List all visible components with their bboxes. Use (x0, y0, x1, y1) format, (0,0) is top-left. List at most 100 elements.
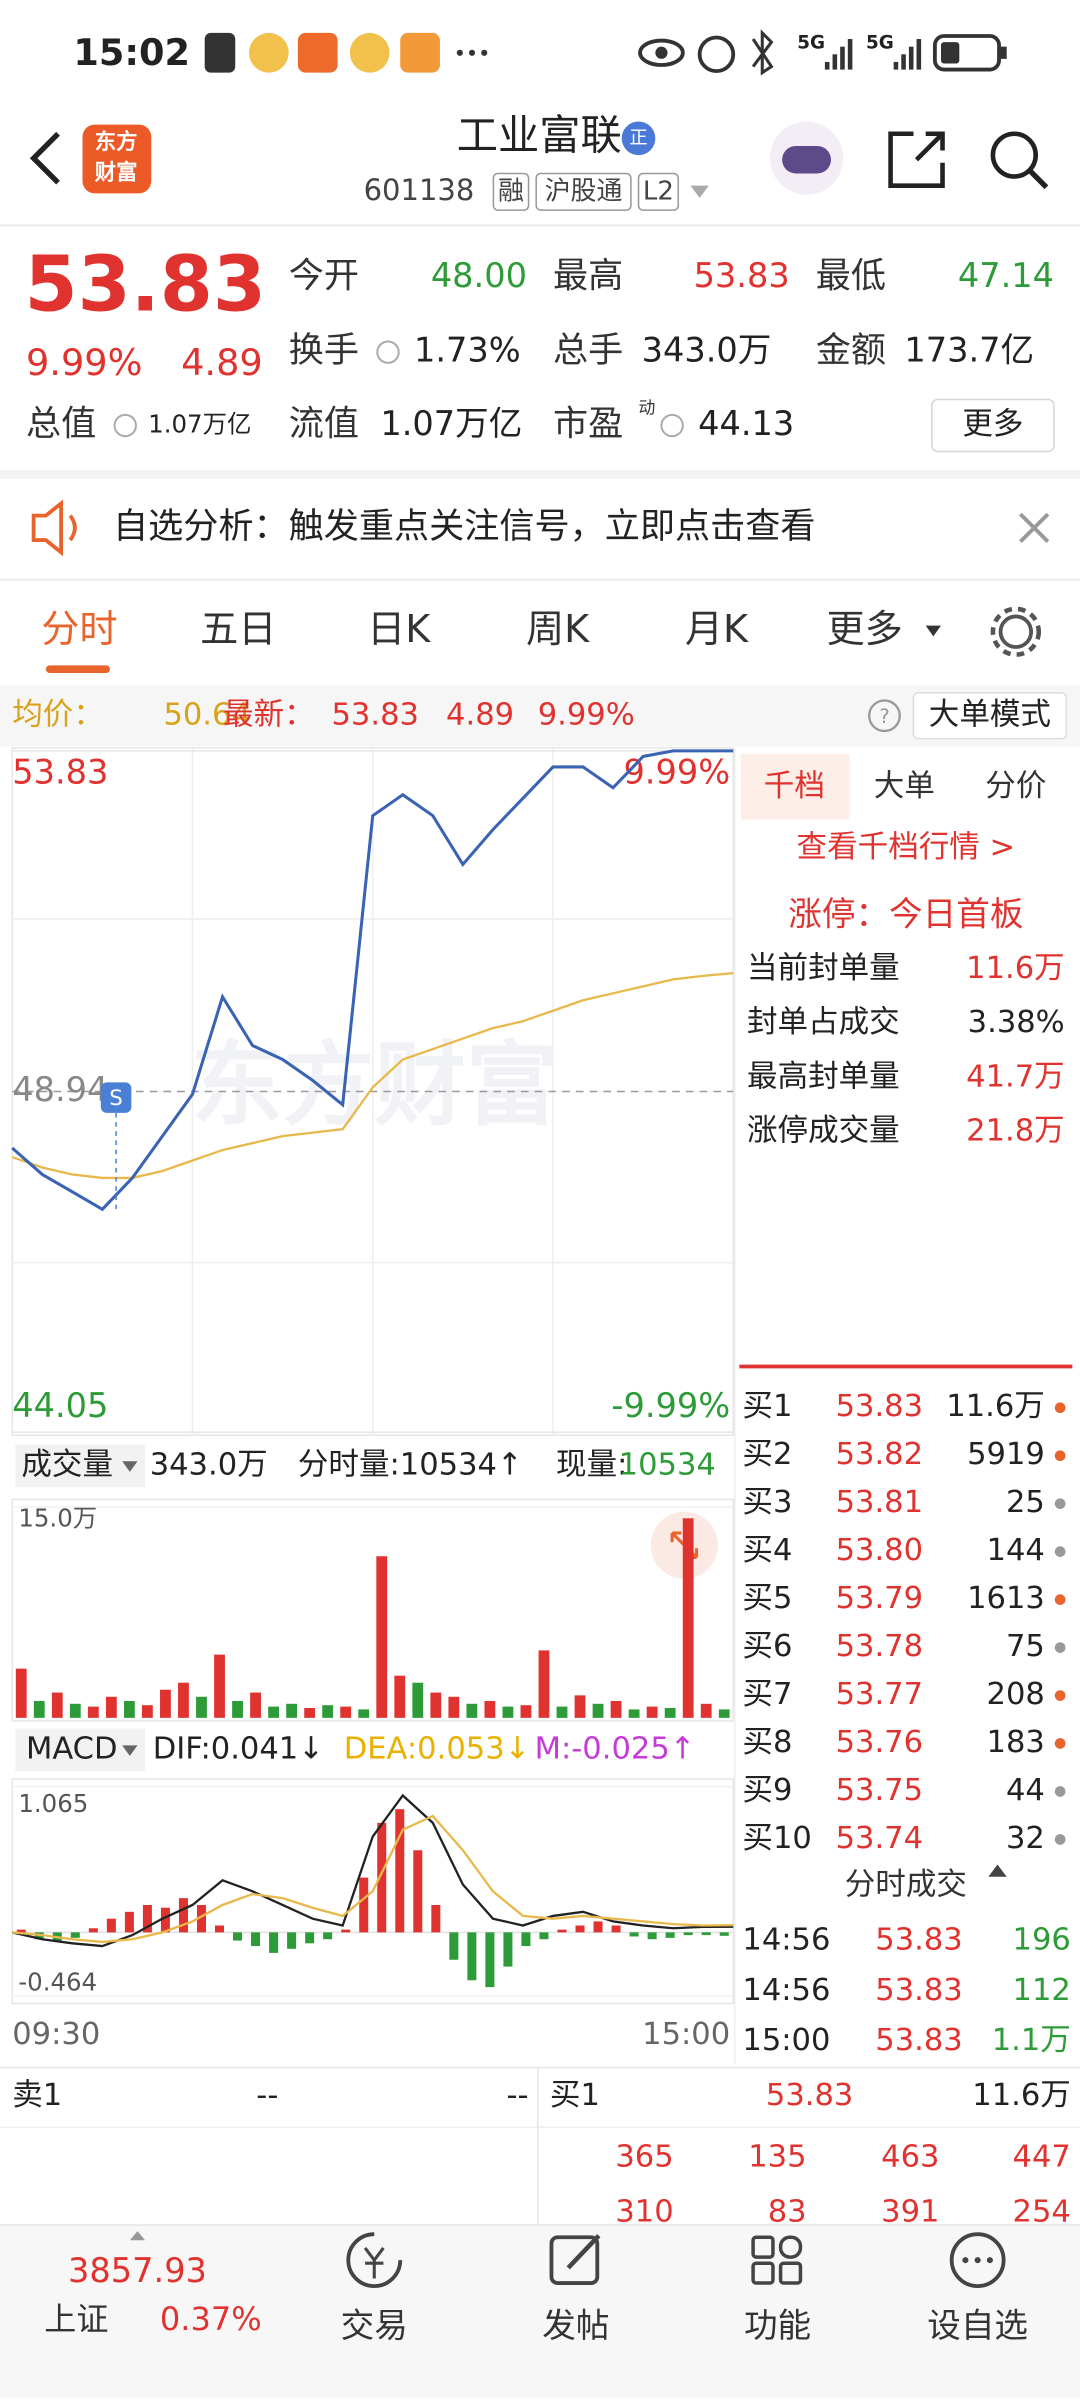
bid-price: 53.83 (836, 1389, 923, 1424)
nav-item[interactable]: 设自选 (927, 2306, 1028, 2345)
settings-button[interactable] (998, 614, 1034, 649)
macd-bar (467, 1932, 477, 1981)
panel-tab[interactable]: 分价 (985, 769, 1046, 804)
index-change[interactable]: 0.37% (160, 2300, 262, 2338)
trade-price: 53.83 (875, 1973, 962, 2008)
banner-text[interactable]: 自选分析：触发重点关注信号，立即点击查看 (113, 506, 816, 547)
field-value: 1.07万亿 (380, 404, 522, 443)
queue-volume: 463 (881, 2139, 939, 2174)
macd-bar (503, 1932, 513, 1967)
field-label: 今开 (289, 255, 359, 296)
tab[interactable]: 五日 (200, 608, 276, 652)
volume-bar (520, 1705, 532, 1718)
trade-icon-yen (363, 2247, 385, 2279)
bid-volume: 25 (1006, 1485, 1045, 1520)
macd-line (12, 1814, 734, 1944)
marker-text: S (109, 1086, 123, 1111)
macd-bar (323, 1932, 333, 1940)
more-button-text[interactable]: 更多 (962, 407, 1023, 442)
stat-value: 3.38% (968, 1005, 1065, 1040)
queue-volume: 447 (1013, 2139, 1071, 2174)
queue-volume: 135 (748, 2139, 806, 2174)
nav-item[interactable]: 发帖 (542, 2306, 609, 2345)
selector-bg[interactable] (15, 1444, 146, 1488)
tab[interactable]: 分时 (41, 608, 117, 652)
trade-volume: 196 (1013, 1922, 1071, 1957)
volume-bar (394, 1675, 406, 1718)
macd-bar (70, 1932, 80, 1938)
tag: 沪股通 (545, 176, 623, 206)
queue-volume: 365 (615, 2139, 673, 2174)
nav-item[interactable]: 功能 (744, 2306, 811, 2345)
field-superscript: 动 (639, 398, 656, 418)
watchlist-icon[interactable] (949, 2232, 1006, 2289)
tab[interactable]: 周K (526, 608, 590, 652)
volume-bar (538, 1650, 550, 1718)
macd-m: M:-0.025↑ (535, 1731, 696, 1766)
status-icon (297, 32, 338, 73)
bottom-nav: 3857.93 上证 0.37% 交易 发帖 功能 设自选 (0, 2224, 1080, 2398)
bid-price: 53.77 (836, 1677, 923, 1712)
bid-price: 53.78 (836, 1629, 923, 1664)
battery (932, 34, 1001, 72)
bid-price: 53.79 (836, 1581, 923, 1616)
post-icon[interactable] (549, 2235, 600, 2285)
panel-tab[interactable]: 大单 (874, 769, 935, 804)
trade-icon[interactable] (346, 2232, 403, 2289)
selector-label[interactable]: MACD (26, 1731, 118, 1766)
index-value[interactable]: 3857.93 (68, 2251, 207, 2290)
marker-box (100, 1082, 132, 1113)
panel-link[interactable]: 查看千档行情 > (797, 830, 1016, 865)
macd-bar (341, 1929, 351, 1933)
search-handle (1027, 168, 1049, 190)
bid-price: 53.80 (836, 1533, 923, 1568)
status-icon (456, 49, 463, 56)
signal-bar (901, 54, 906, 70)
tag: L2 (643, 176, 674, 206)
macd-dea: DEA:0.053↓ (344, 1731, 531, 1766)
share-button[interactable] (888, 131, 945, 188)
ask-label: 卖1 (12, 2078, 62, 2113)
bid-dot (1054, 1594, 1066, 1605)
volume-bar (33, 1700, 45, 1718)
search-button[interactable] (990, 131, 1038, 179)
volume-bar (123, 1700, 135, 1718)
mode-button-text[interactable]: 大单模式 (929, 697, 1051, 732)
help-icon[interactable] (868, 699, 901, 733)
macd-bar (88, 1928, 98, 1933)
stock-code: 601138 (364, 173, 475, 207)
x-tick-label: 15:00 (642, 2017, 730, 2052)
macd-bar (683, 1932, 693, 1936)
tab[interactable]: 日K (367, 608, 431, 652)
volume-bar (51, 1692, 63, 1718)
macd-bar (196, 1904, 206, 1933)
nav-item[interactable]: 交易 (341, 2306, 408, 2345)
volume-bar (628, 1709, 640, 1718)
y-tick-label: 44.05 (12, 1386, 108, 1425)
bid-volume: 144 (987, 1533, 1045, 1568)
volume-bar (376, 1556, 388, 1718)
status-icon (400, 32, 440, 73)
more-button[interactable] (931, 398, 1055, 453)
tab[interactable]: 更多 (826, 608, 902, 652)
index-name[interactable]: 上证 (44, 2300, 108, 2338)
close-button[interactable] (1019, 512, 1050, 543)
tab[interactable]: 月K (685, 608, 749, 652)
stat-value: 41.7万 (966, 1059, 1065, 1094)
panel-tab[interactable]: 千档 (764, 769, 825, 804)
trades-title[interactable]: 分时成交 (845, 1867, 967, 1902)
mode-button[interactable] (912, 692, 1068, 740)
battery-level (940, 42, 960, 64)
settings-gear (990, 606, 1042, 657)
selector-label[interactable]: 成交量 (21, 1447, 113, 1482)
back-button[interactable] (29, 131, 60, 185)
selector-bg[interactable] (15, 1728, 146, 1772)
tab-caret (925, 625, 941, 637)
function-icon[interactable] (751, 2235, 775, 2259)
bid-dot (1054, 1498, 1066, 1510)
macd-bar (142, 1904, 152, 1933)
volume-bar (412, 1682, 424, 1718)
